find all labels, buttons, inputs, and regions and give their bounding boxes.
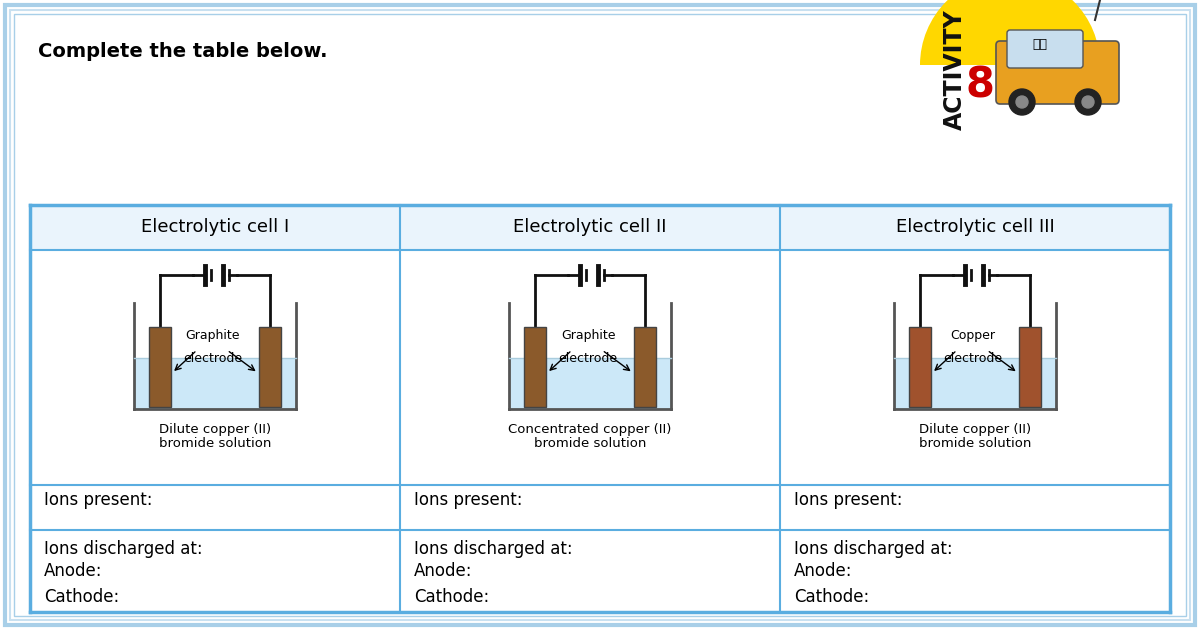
Bar [509, 358, 671, 409]
Text: bromide solution: bromide solution [158, 437, 271, 450]
Bar [31, 206, 398, 249]
Bar [30, 205, 1170, 612]
Circle shape [1016, 96, 1028, 108]
Text: Copper: Copper [950, 329, 996, 342]
Text: electrode: electrode [184, 352, 242, 365]
Text: Dilute copper (II): Dilute copper (II) [158, 423, 271, 436]
Bar [134, 358, 296, 409]
Text: Graphite: Graphite [186, 329, 240, 342]
Bar [634, 327, 656, 407]
Text: Graphite: Graphite [560, 329, 616, 342]
Text: 8: 8 [966, 64, 995, 106]
Text: Complete the table below.: Complete the table below. [38, 42, 328, 61]
Text: Ions discharged at:: Ions discharged at: [794, 540, 953, 558]
Bar [894, 358, 1056, 409]
Text: Anode:: Anode: [794, 562, 852, 580]
Text: electrode: electrode [558, 352, 618, 365]
Bar [149, 327, 172, 407]
Text: Ions discharged at:: Ions discharged at: [414, 540, 572, 558]
FancyBboxPatch shape [1007, 30, 1084, 68]
Bar [1019, 327, 1042, 407]
Bar [259, 327, 281, 407]
Circle shape [1082, 96, 1094, 108]
Circle shape [1075, 89, 1102, 115]
Text: Ions present:: Ions present: [414, 491, 522, 509]
Text: Cathode:: Cathode: [414, 588, 490, 606]
Text: Ions present:: Ions present: [794, 491, 902, 509]
Text: Electrolytic cell III: Electrolytic cell III [895, 219, 1055, 236]
Text: bromide solution: bromide solution [919, 437, 1031, 450]
Text: Electrolytic cell I: Electrolytic cell I [140, 219, 289, 236]
Bar [524, 327, 546, 407]
Text: Ions present:: Ions present: [44, 491, 152, 509]
Text: Ions discharged at:: Ions discharged at: [44, 540, 203, 558]
Wedge shape [920, 0, 1100, 65]
Bar [401, 206, 779, 249]
Text: electrode: electrode [943, 352, 1002, 365]
Bar [910, 327, 931, 407]
Text: Anode:: Anode: [414, 562, 473, 580]
Text: Anode:: Anode: [44, 562, 102, 580]
Text: Dilute copper (II): Dilute copper (II) [919, 423, 1031, 436]
Text: ACTIVITY: ACTIVITY [943, 9, 967, 130]
FancyBboxPatch shape [996, 41, 1120, 104]
Text: 👤👤: 👤👤 [1032, 38, 1048, 52]
Text: bromide solution: bromide solution [534, 437, 646, 450]
Bar [781, 206, 1169, 249]
Text: Concentrated copper (II): Concentrated copper (II) [509, 423, 672, 436]
Text: Cathode:: Cathode: [794, 588, 869, 606]
Circle shape [1009, 89, 1034, 115]
Text: Electrolytic cell II: Electrolytic cell II [514, 219, 667, 236]
Text: Cathode:: Cathode: [44, 588, 119, 606]
